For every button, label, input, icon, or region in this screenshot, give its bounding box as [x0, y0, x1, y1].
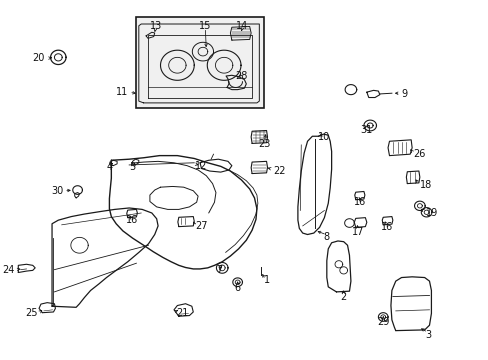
Text: 20: 20 — [32, 53, 45, 63]
Text: 27: 27 — [195, 221, 207, 231]
Text: 25: 25 — [25, 309, 38, 318]
Text: 10: 10 — [318, 132, 330, 142]
Text: 16: 16 — [125, 215, 138, 225]
Text: 18: 18 — [419, 180, 431, 190]
Text: 16: 16 — [380, 222, 392, 231]
Text: 16: 16 — [354, 197, 366, 207]
Text: 3: 3 — [424, 330, 430, 340]
Text: 24: 24 — [2, 265, 15, 275]
Text: 26: 26 — [413, 149, 425, 159]
Text: 31: 31 — [360, 125, 372, 135]
Text: 21: 21 — [176, 309, 188, 318]
Text: 30: 30 — [51, 186, 63, 197]
Text: 9: 9 — [401, 89, 407, 99]
Bar — [136, 17, 264, 108]
Text: 13: 13 — [149, 21, 162, 31]
Text: 19: 19 — [425, 208, 437, 218]
Text: 23: 23 — [258, 139, 270, 149]
Text: 5: 5 — [129, 162, 135, 172]
Text: 15: 15 — [199, 21, 211, 31]
Text: 17: 17 — [351, 227, 364, 237]
Text: 29: 29 — [376, 317, 388, 327]
Text: 1: 1 — [264, 275, 270, 285]
Text: 14: 14 — [236, 21, 248, 31]
Text: 11: 11 — [115, 87, 127, 97]
Text: 6: 6 — [234, 283, 240, 293]
Text: 8: 8 — [323, 232, 329, 242]
Text: 2: 2 — [340, 292, 346, 302]
Text: 7: 7 — [216, 265, 222, 275]
Text: 28: 28 — [235, 71, 247, 81]
Text: 4: 4 — [106, 162, 113, 172]
Text: 22: 22 — [272, 166, 285, 176]
Text: 12: 12 — [195, 161, 207, 171]
